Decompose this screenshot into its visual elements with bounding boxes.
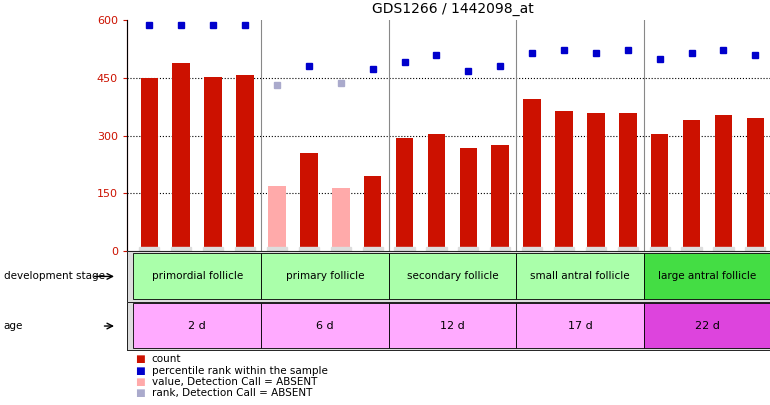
Text: primordial follicle: primordial follicle [152, 271, 243, 281]
Text: count: count [152, 354, 181, 364]
Bar [133, 303, 261, 348]
Bar [715, 115, 732, 251]
Bar [364, 176, 381, 251]
Text: 6 d: 6 d [316, 321, 333, 331]
Bar [427, 134, 445, 251]
Bar [644, 253, 770, 299]
Bar [141, 78, 158, 251]
Bar [619, 113, 637, 251]
Text: 2 d: 2 d [189, 321, 206, 331]
Bar [172, 62, 190, 251]
Bar [651, 134, 668, 251]
Bar [516, 253, 644, 299]
Text: development stage: development stage [4, 271, 105, 281]
Bar [261, 253, 389, 299]
Text: age: age [4, 321, 23, 331]
Bar [300, 153, 317, 251]
Bar [524, 99, 541, 251]
Text: 17 d: 17 d [567, 321, 592, 331]
Title: GDS1266 / 1442098_at: GDS1266 / 1442098_at [371, 2, 534, 17]
Bar [236, 75, 254, 251]
Bar [389, 303, 516, 348]
Text: percentile rank within the sample: percentile rank within the sample [152, 366, 327, 376]
Text: ■: ■ [135, 354, 145, 364]
Text: large antral follicle: large antral follicle [658, 271, 757, 281]
Text: ■: ■ [135, 377, 145, 387]
Text: 22 d: 22 d [695, 321, 720, 331]
Bar [133, 253, 261, 299]
Text: ■: ■ [135, 366, 145, 376]
Bar [460, 148, 477, 251]
Text: ■: ■ [135, 388, 145, 399]
Bar [516, 303, 644, 348]
Text: small antral follicle: small antral follicle [530, 271, 630, 281]
Bar [588, 113, 604, 251]
Bar [268, 186, 286, 251]
Bar [389, 253, 516, 299]
Text: value, Detection Call = ABSENT: value, Detection Call = ABSENT [152, 377, 317, 387]
Bar [747, 118, 764, 251]
Text: rank, Detection Call = ABSENT: rank, Detection Call = ABSENT [152, 388, 312, 399]
Bar [683, 120, 701, 251]
Text: primary follicle: primary follicle [286, 271, 364, 281]
Text: secondary follicle: secondary follicle [407, 271, 498, 281]
Bar [491, 145, 509, 251]
Bar [644, 303, 770, 348]
Text: 12 d: 12 d [440, 321, 465, 331]
Bar [204, 77, 222, 251]
Bar [555, 111, 573, 251]
Bar [332, 188, 350, 251]
Bar [261, 303, 389, 348]
Bar [396, 138, 413, 251]
